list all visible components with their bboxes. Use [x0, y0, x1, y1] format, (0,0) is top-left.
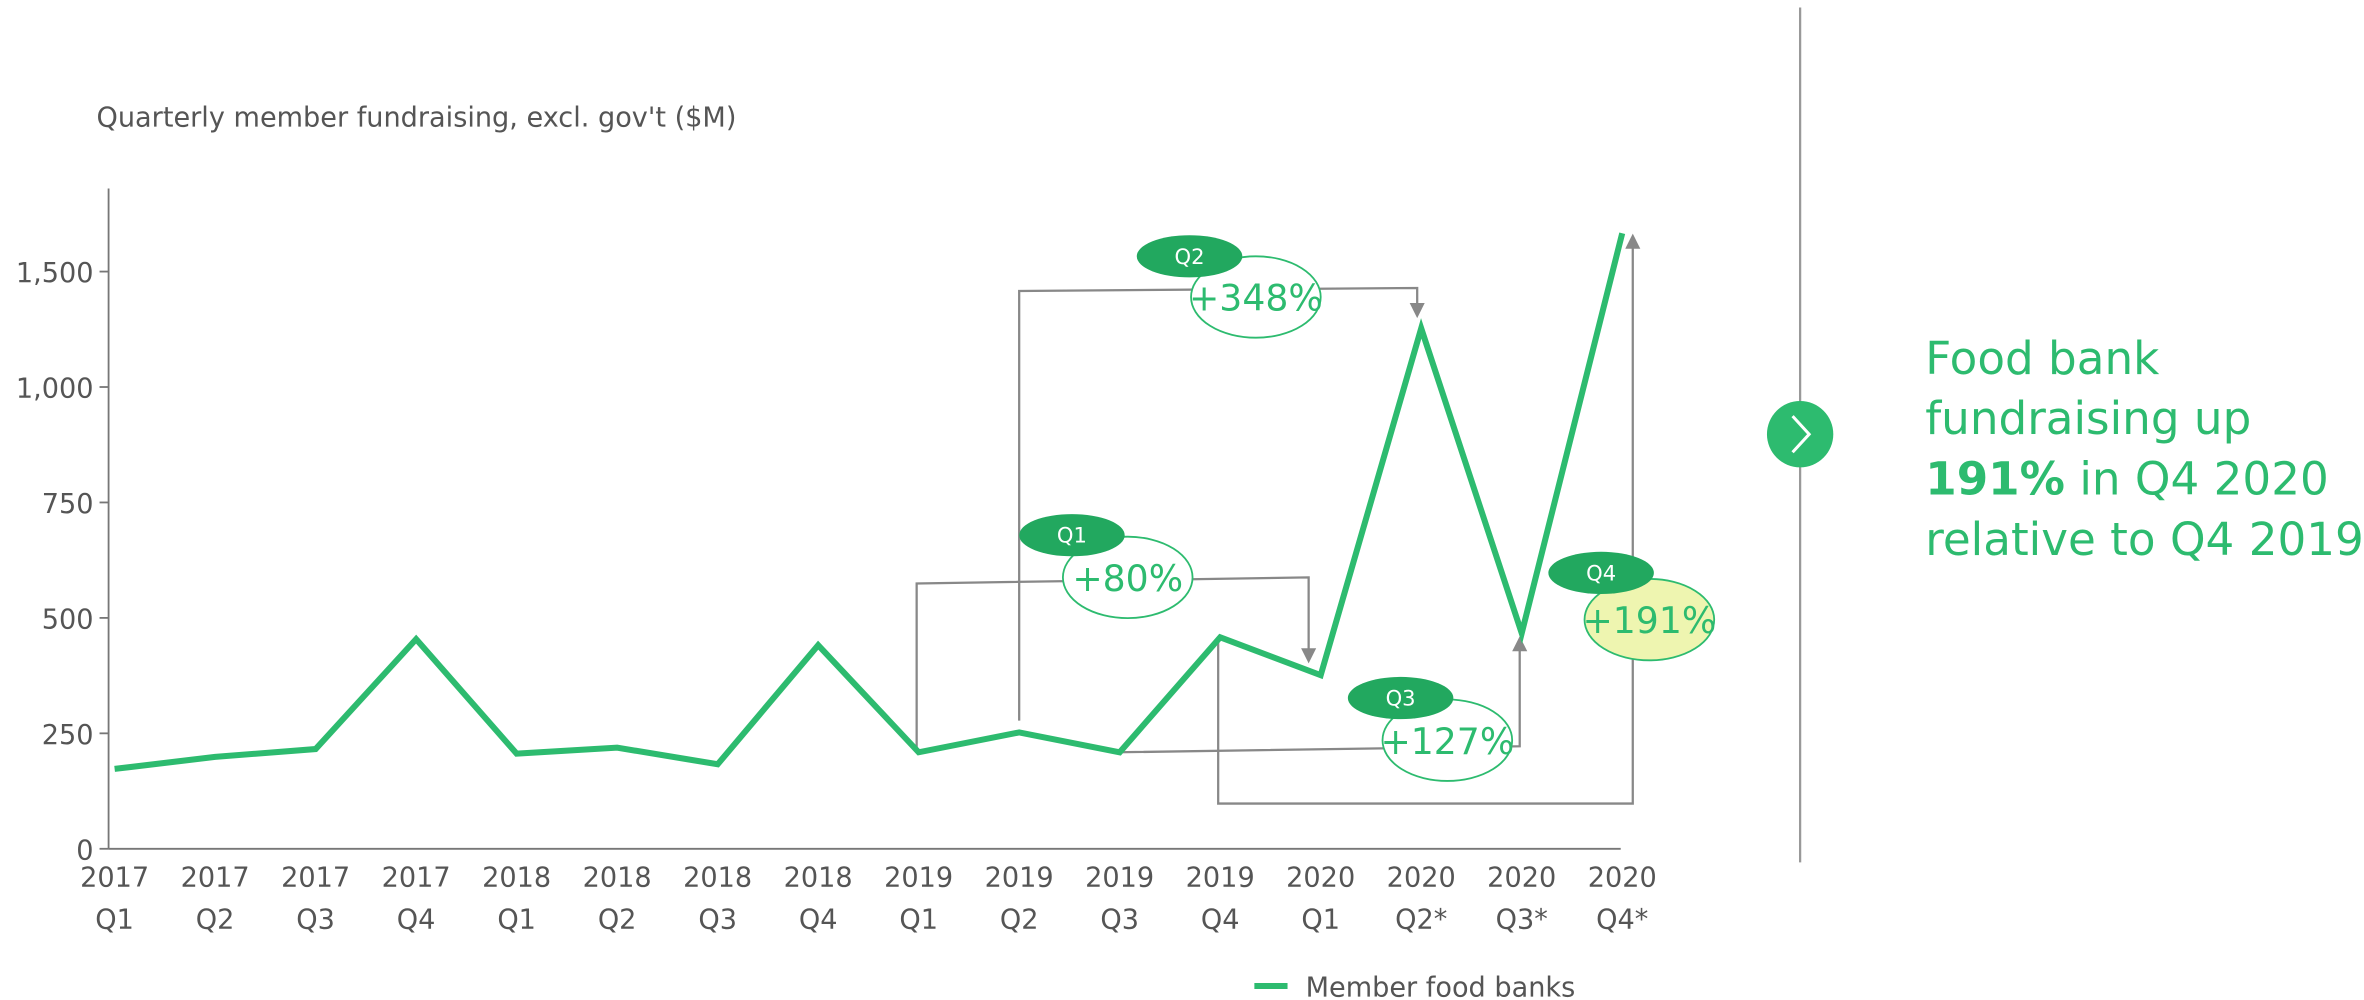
y-tick-label: 1,000	[16, 374, 94, 405]
x-tick-label: 2018 Q4	[784, 862, 853, 935]
callout-text: in Q4 2020	[2079, 452, 2328, 505]
arrowheads	[1301, 233, 1641, 664]
annotation-value: +80%	[1072, 557, 1183, 600]
x-tick-label: 2020 Q1	[1286, 862, 1355, 935]
x-tick-label: 2017 Q3	[281, 862, 350, 935]
arrow-icon	[1766, 401, 1834, 468]
annotation-tag-label: Q1	[1057, 523, 1087, 548]
annotation-value: +348%	[1189, 277, 1323, 320]
chart-title: Quarterly member fundraising, excl. gov'…	[97, 103, 737, 134]
x-tick-label: 2017 Q4	[382, 862, 451, 935]
y-tick-label: 250	[42, 720, 94, 751]
callout: Food bank fundraising up 191% in Q4 2020…	[1925, 332, 2364, 566]
x-tick-label: 2019 Q3	[1085, 862, 1154, 935]
x-tick-label: 2019 Q1	[884, 862, 953, 935]
x-tick-label: 2018 Q3	[683, 862, 752, 935]
annotation-value: +127%	[1380, 720, 1514, 763]
annotation-tag	[1136, 235, 1243, 278]
x-tick-label: 2019 Q2	[985, 862, 1054, 935]
y-tick-label: 0	[76, 835, 93, 866]
legend-label: Member food banks	[1306, 973, 1576, 1000]
callout-text: relative to Q4 2019	[1925, 513, 2364, 566]
annotation-tag	[1347, 676, 1454, 720]
annotation-tag-label: Q3	[1386, 686, 1416, 711]
annotation-tag-label: Q2	[1175, 244, 1205, 269]
x-tick-label: 2020 Q4*	[1588, 862, 1657, 935]
annotation-tag	[1019, 514, 1125, 557]
x-tick-label: 2018 Q2	[583, 862, 652, 935]
series-line	[114, 232, 1626, 772]
y-tick-label: 1,500	[16, 258, 94, 289]
y-tick-label: 750	[42, 489, 94, 520]
x-tick-label: 2017 Q2	[181, 862, 250, 935]
callout-highlight: 191%	[1925, 452, 2065, 505]
annotation-tag	[1548, 551, 1654, 594]
annotation-tag-label: Q4	[1586, 560, 1616, 585]
x-tick-label: 2017 Q1	[80, 862, 149, 935]
callout-text: fundraising up	[1925, 392, 2251, 445]
callout-text: Food bank	[1925, 332, 2160, 385]
annotation-value: +191%	[1582, 599, 1716, 642]
callout-text: 191% in Q4 2020	[1925, 452, 2329, 505]
arrow-chevron	[1791, 415, 1812, 454]
y-tick-label: 500	[42, 604, 94, 635]
annotation-bubble	[1190, 255, 1322, 339]
annotation-bubble	[1061, 535, 1194, 620]
x-tick-label: 2018 Q1	[482, 862, 551, 935]
x-tick-label: 2019 Q4	[1186, 862, 1255, 935]
x-tick-label: 2020 Q3*	[1487, 862, 1556, 935]
x-tick-label: 2020 Q2*	[1387, 862, 1456, 935]
